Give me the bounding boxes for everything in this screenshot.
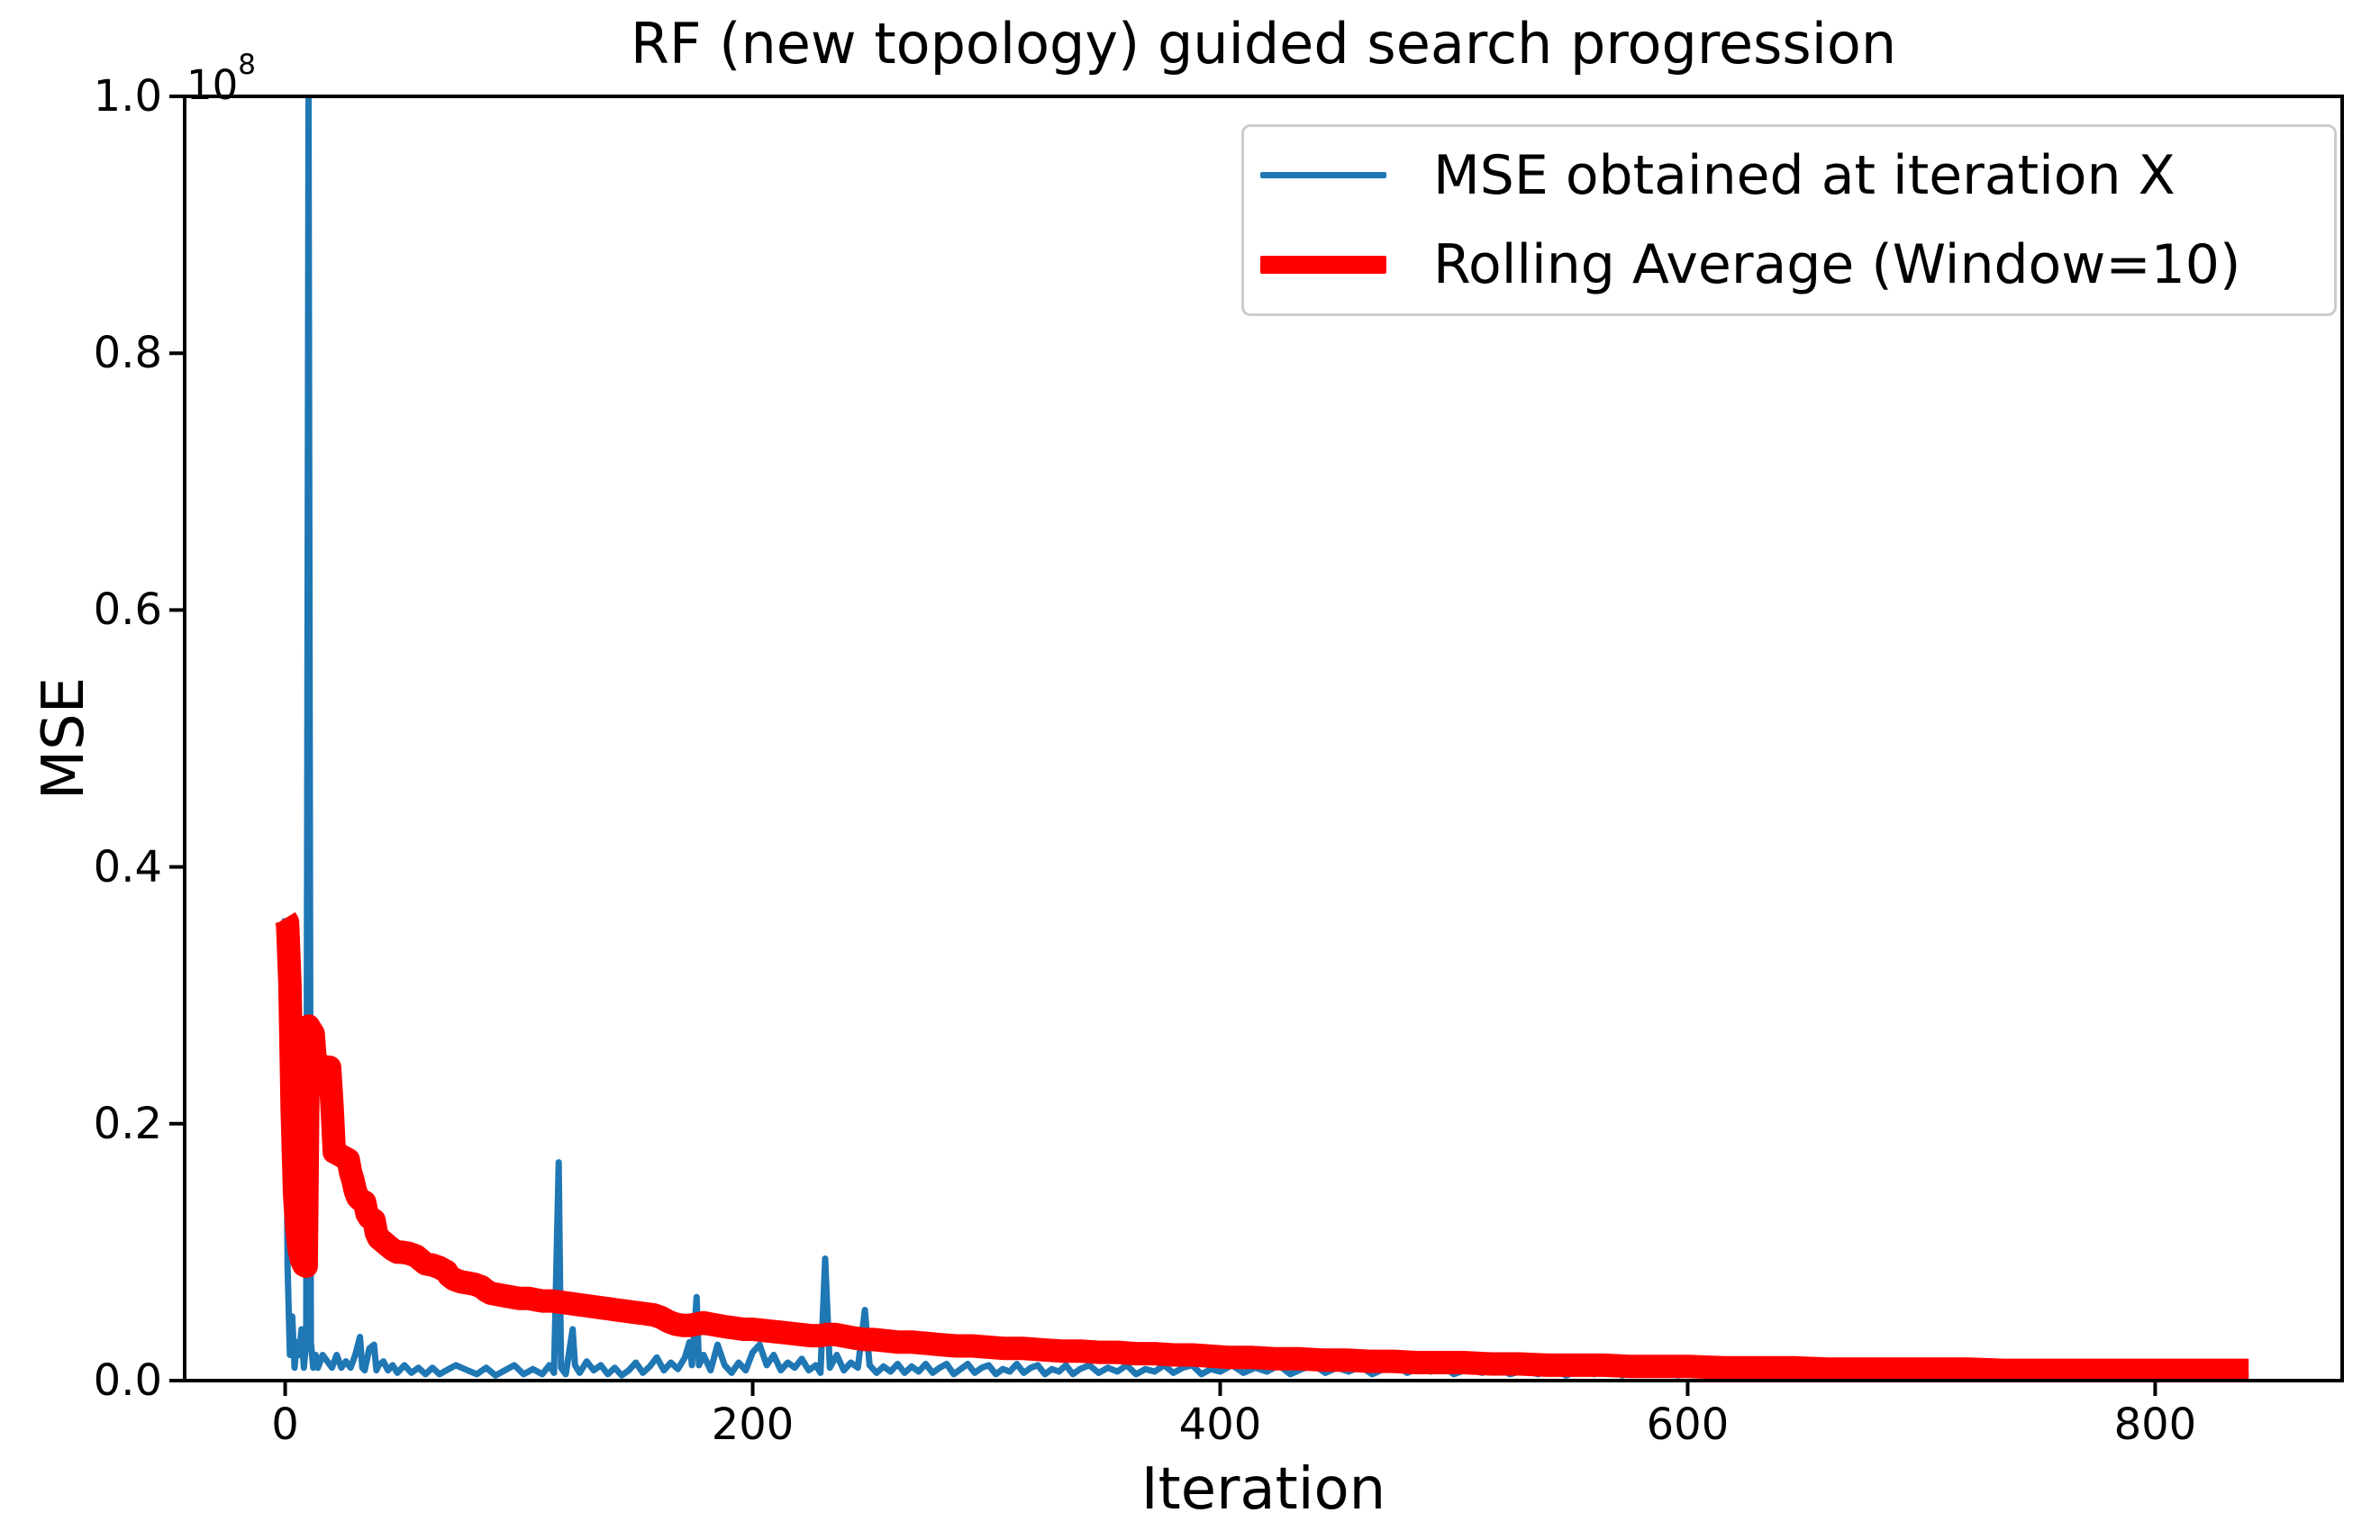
legend-entry-rolling-average: Rolling Average (Window=10) xyxy=(1260,223,2334,306)
x-tick-label: 400 xyxy=(1178,1400,1262,1450)
x-tick-label: 200 xyxy=(711,1400,795,1450)
y-axis-offset-text: 108 xyxy=(186,43,256,107)
legend-entry-mse: MSE obtained at iteration X xyxy=(1260,134,2334,217)
y-tick-label: 0.4 xyxy=(93,841,162,892)
chart-title: RF (new topology) guided search progress… xyxy=(630,11,1897,77)
legend-line-sample-red xyxy=(1260,256,1386,275)
axes-spines xyxy=(183,95,2344,1382)
x-tick-label: 600 xyxy=(1646,1400,1730,1450)
legend-label: Rolling Average (Window=10) xyxy=(1433,233,2241,297)
y-tick-label: 0.2 xyxy=(93,1098,162,1149)
y-tick-label: 0.6 xyxy=(93,584,162,636)
legend: MSE obtained at iteration X Rolling Aver… xyxy=(1241,124,2337,316)
x-tick-label: 0 xyxy=(271,1400,299,1450)
offset-base: 10 xyxy=(186,61,239,109)
offset-exponent: 8 xyxy=(238,49,256,81)
x-axis-label: Iteration xyxy=(1140,1456,1386,1523)
legend-label: MSE obtained at iteration X xyxy=(1433,143,2176,207)
legend-line-sample-blue xyxy=(1260,172,1386,179)
y-tick-label: 1.0 xyxy=(93,71,162,122)
y-axis-label: MSE xyxy=(31,676,97,801)
series-line-1 xyxy=(275,910,2249,1381)
x-tick-label: 800 xyxy=(2113,1400,2197,1450)
y-tick-label: 0.0 xyxy=(93,1355,162,1406)
y-tick-label: 0.8 xyxy=(93,328,162,379)
